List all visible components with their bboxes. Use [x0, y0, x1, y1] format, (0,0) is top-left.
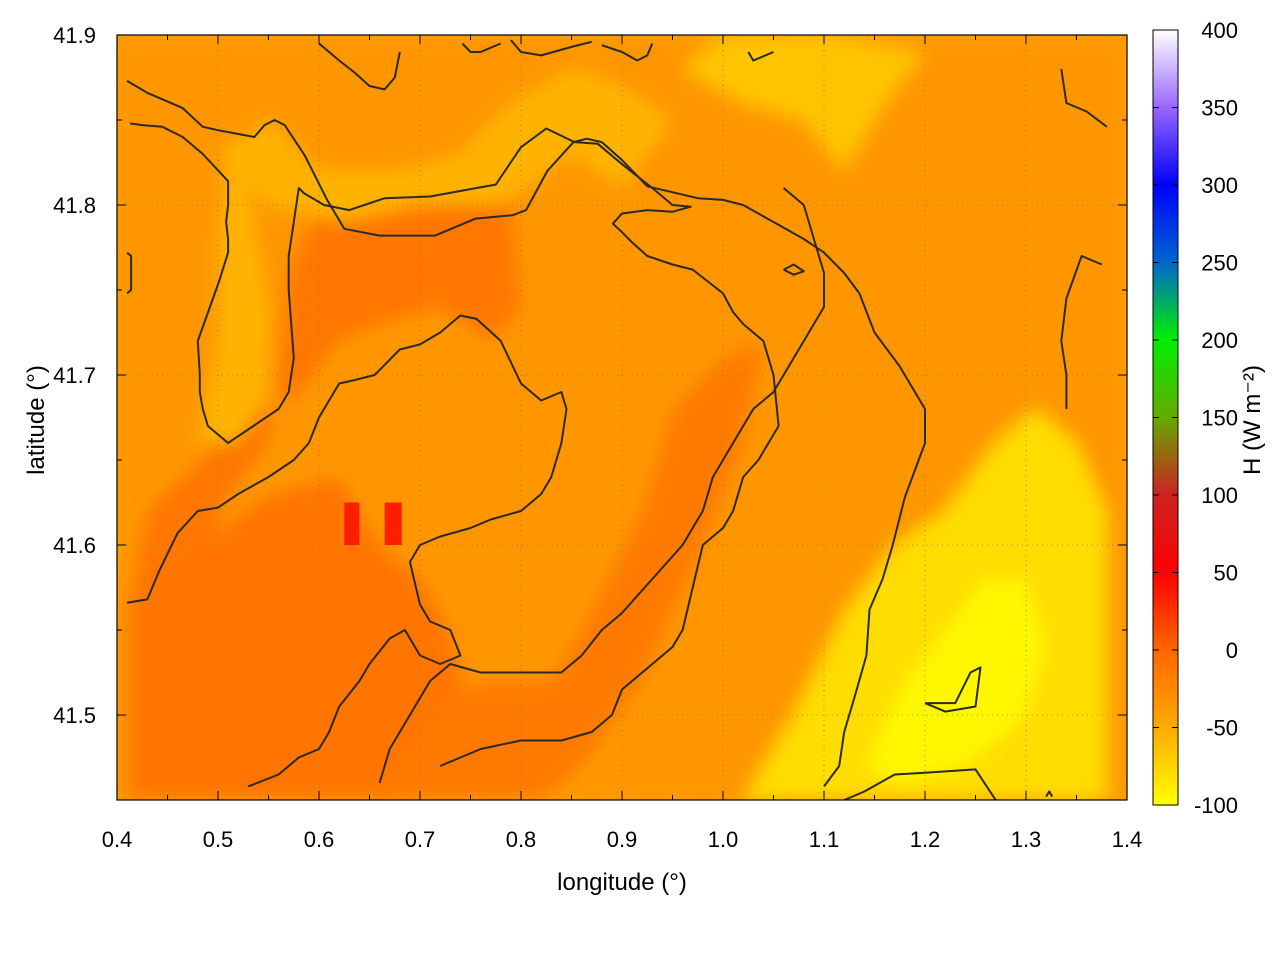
- field-hot-spot-2: [384, 502, 402, 545]
- x-tick-label: 0.8: [506, 827, 537, 852]
- x-tick-label: 0.9: [607, 827, 638, 852]
- contour-line: [378, 187, 825, 784]
- y-tick-label: 41.6: [53, 533, 96, 558]
- colorbar-tick-label: 250: [1201, 251, 1238, 276]
- contour-line: [318, 42, 401, 91]
- colorbar-tick-label: 100: [1201, 483, 1238, 508]
- field-southwest: [127, 477, 521, 800]
- x-tick-label: 1.1: [809, 827, 840, 852]
- contour-line: [129, 122, 780, 767]
- contour-line: [1060, 68, 1108, 128]
- contour-line: [126, 314, 568, 788]
- field-northwest-strip: [197, 154, 269, 443]
- colorbar-tick-label: 150: [1201, 406, 1238, 431]
- heatmap-field: [117, 35, 1127, 800]
- field-center-south: [379, 341, 764, 800]
- contour-line: [1045, 790, 1054, 798]
- x-tick-label: 0.6: [304, 827, 335, 852]
- x-axis-title: longitude (°): [557, 869, 687, 896]
- x-tick-label: 1.3: [1011, 827, 1042, 852]
- contour-line: [1060, 255, 1103, 409]
- y-tick-label: 41.9: [53, 23, 96, 48]
- contour-lines: [126, 39, 1108, 800]
- y-axis-title: latitude (°): [23, 365, 50, 475]
- field-hot-spot-1: [344, 502, 360, 545]
- colorbar-tick-label: -50: [1206, 716, 1238, 741]
- x-tick-label: 0.4: [102, 827, 133, 852]
- colorbar-tick-label: 300: [1201, 173, 1238, 198]
- x-tick-label: 0.7: [405, 827, 436, 852]
- x-tick-label: 1.0: [708, 827, 739, 852]
- contour-line: [461, 42, 502, 53]
- colorbar-tick-label: 50: [1214, 561, 1238, 586]
- colorbar-title: H (W m⁻²): [1239, 365, 1266, 475]
- contour-line: [843, 768, 997, 800]
- contour-line: [783, 263, 805, 276]
- y-axis: 41.5 41.6 41.7 41.8 41.9: [53, 23, 1127, 728]
- field-southeast-core: [864, 579, 1047, 783]
- colorbar-tick-label: -100: [1194, 793, 1238, 818]
- colorbar-tick-label: 0: [1226, 638, 1238, 663]
- y-tick-label: 41.7: [53, 363, 96, 388]
- colorbar-axis: -100 -50 0 50 100 150 200 250 300 350 400: [1153, 18, 1238, 818]
- x-tick-label: 0.5: [203, 827, 234, 852]
- x-tick-label: 1.2: [910, 827, 941, 852]
- contour-line: [601, 43, 654, 62]
- grid: [117, 35, 1127, 800]
- colorbar-tick-label: 200: [1201, 328, 1238, 353]
- colorbar-tick-label: 400: [1201, 18, 1238, 43]
- y-tick-label: 41.5: [53, 703, 96, 728]
- contour-line: [126, 251, 133, 295]
- x-axis: 0.4 0.5 0.6 0.7 0.8 0.9 1.0 1.1 1.2 1.3 1.4: [102, 35, 1143, 852]
- contour-line: [747, 51, 774, 62]
- contour-line: [924, 666, 982, 713]
- y-tick-label: 41.8: [53, 193, 96, 218]
- x-tick-label: 1.4: [1112, 827, 1143, 852]
- colorbar-tick-label: 350: [1201, 96, 1238, 121]
- field-north-strip: [218, 69, 673, 222]
- field-north-east: [682, 35, 925, 171]
- contour-line: [510, 39, 592, 57]
